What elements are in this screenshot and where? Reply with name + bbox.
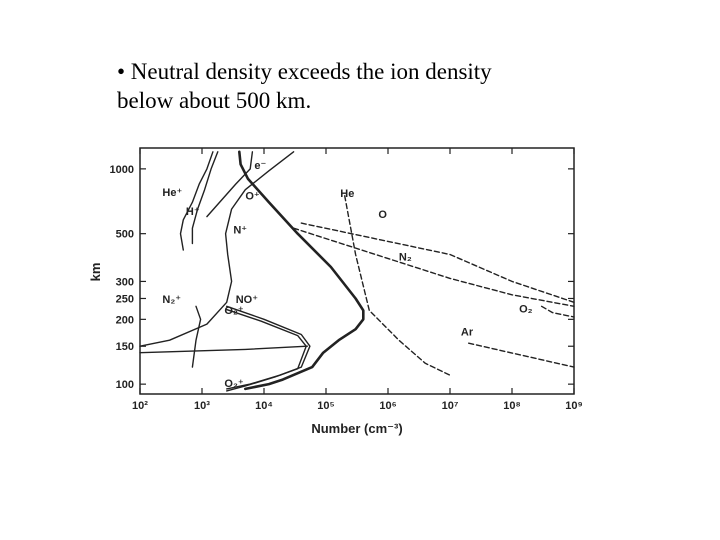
series-line-unlabeled bbox=[139, 345, 308, 354]
bullet-line-1: • Neutral density exceeds the ion densit… bbox=[117, 59, 492, 84]
series-label: O₂⁺ bbox=[224, 378, 243, 390]
series-label: He bbox=[340, 188, 354, 200]
series-line-e bbox=[238, 150, 365, 391]
y-tick-label: 150 bbox=[116, 341, 134, 353]
series-label: N₂ bbox=[399, 252, 412, 264]
series-line-h bbox=[191, 151, 219, 245]
series-label: He⁺ bbox=[162, 187, 182, 199]
series-label: N⁺ bbox=[233, 225, 247, 237]
x-tick-label: 10⁶ bbox=[379, 400, 396, 412]
y-tick-label: 100 bbox=[116, 379, 134, 391]
series-line-he bbox=[344, 195, 451, 376]
x-tick-label: 10⁹ bbox=[565, 400, 582, 412]
x-tick-label: 10⁷ bbox=[442, 400, 459, 412]
axis-ticks: 10² 10³ 10⁴ 10⁵ 10⁶ 10⁷ 10⁸ 10⁹ 100 150 200 250 300 5… bbox=[110, 148, 583, 412]
y-tick-label: 1000 bbox=[110, 164, 134, 176]
series-line-n bbox=[292, 227, 575, 307]
series-label: O⁺ bbox=[245, 191, 260, 203]
y-tick-label: 500 bbox=[116, 229, 134, 241]
series-label: O bbox=[378, 209, 387, 221]
series-line-o bbox=[226, 308, 307, 392]
y-tick-label: 250 bbox=[116, 293, 134, 305]
series-line-n bbox=[206, 151, 254, 218]
x-tick-label: 10⁵ bbox=[317, 400, 334, 412]
x-tick-label: 10⁴ bbox=[255, 400, 273, 412]
series-label: H⁺ bbox=[186, 206, 200, 218]
series-label: Ar bbox=[461, 327, 474, 339]
y-axis-title: km bbox=[88, 263, 103, 282]
plot-frame bbox=[139, 147, 575, 395]
series-line-n bbox=[191, 305, 202, 368]
x-tick-label: 10³ bbox=[194, 400, 210, 412]
series-label: e⁻ bbox=[254, 160, 266, 172]
series-lines bbox=[139, 150, 575, 392]
bullet-line-2: below about 500 km. bbox=[117, 88, 312, 113]
x-tick-label: 10² bbox=[132, 400, 148, 412]
series-label: O₂ bbox=[519, 304, 533, 316]
series-line-o bbox=[300, 222, 575, 303]
y-tick-label: 300 bbox=[116, 276, 134, 288]
series-line-ar bbox=[468, 342, 575, 368]
series-line-o bbox=[139, 151, 295, 347]
series-label: N₂⁺ bbox=[162, 294, 181, 306]
series-line-he bbox=[179, 151, 214, 251]
x-tick-label: 10⁸ bbox=[503, 400, 520, 412]
series-label: NO⁺ bbox=[236, 294, 259, 306]
slide-bullet-text: • Neutral density exceeds the ion densit… bbox=[117, 57, 677, 115]
y-tick-label: 200 bbox=[116, 314, 134, 326]
series-line-o bbox=[540, 305, 575, 318]
x-axis-title: Number (cm⁻³) bbox=[311, 421, 402, 436]
series-label: O₂⁺ bbox=[224, 305, 243, 317]
